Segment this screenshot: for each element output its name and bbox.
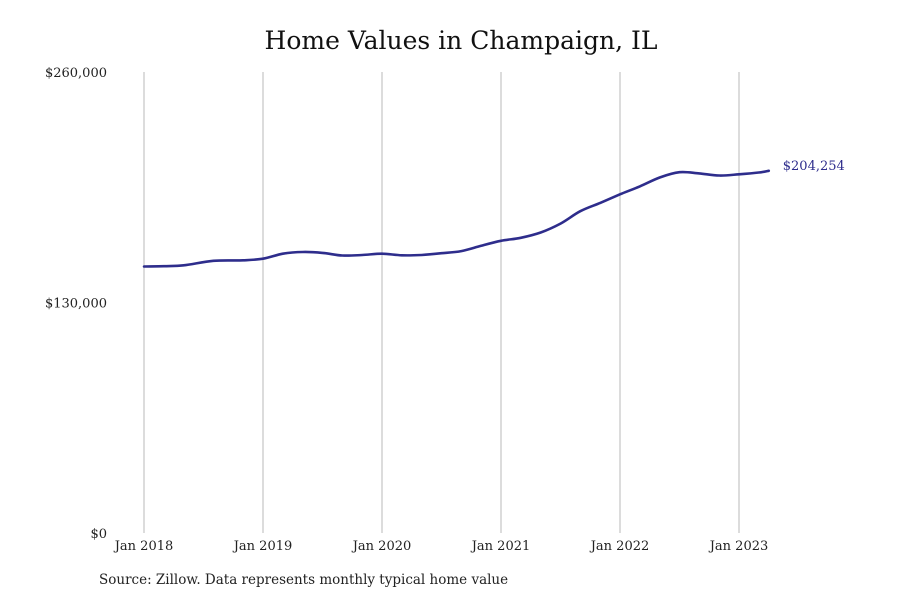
y-tick-label: $130,000	[45, 297, 107, 312]
end-label-layer: $204,254	[783, 159, 845, 174]
x-tick-label: Jan 2023	[708, 539, 769, 554]
x-tick-label: Jan 2021	[470, 539, 531, 554]
end-value-label: $204,254	[783, 159, 845, 174]
x-tick-label: Jan 2018	[113, 539, 174, 554]
chart-title: Home Values in Champaign, IL	[264, 26, 658, 55]
y-tick-label: $0	[90, 527, 107, 542]
x-tick-label: Jan 2020	[351, 539, 412, 554]
series-line-0	[142, 169, 771, 268]
x-tick-label: Jan 2022	[589, 539, 650, 554]
x-axis-ticks: Jan 2018 Jan 2019 Jan 2020 Jan 2021 Jan 2022…	[113, 539, 769, 554]
series-layer	[142, 169, 771, 268]
y-axis-ticks: $0 $130,000 $260,000	[45, 66, 107, 542]
grid-lines	[143, 72, 740, 533]
y-tick-label: $260,000	[45, 66, 107, 81]
source-note: Source: Zillow. Data represents monthly …	[99, 572, 509, 588]
x-tick-label: Jan 2019	[232, 539, 293, 554]
